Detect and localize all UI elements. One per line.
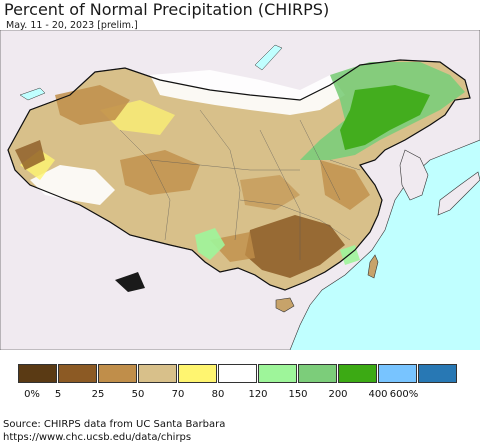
legend-swatch xyxy=(58,364,97,383)
legend-swatch xyxy=(338,364,377,383)
japan-islands xyxy=(437,171,480,216)
taiwan-island xyxy=(367,254,379,279)
legend-label: 400 xyxy=(368,389,388,400)
legend-swatch xyxy=(98,364,137,383)
wet-area-southwest xyxy=(195,228,225,260)
lake-baikal xyxy=(254,44,283,71)
legend-label: 150 xyxy=(288,389,308,400)
legend-label: 5 xyxy=(54,389,62,400)
legend-label: 600% xyxy=(389,389,419,400)
legend-swatch xyxy=(378,364,417,383)
legend-swatch xyxy=(178,364,217,383)
normal-area-north xyxy=(150,70,345,115)
precipitation-map xyxy=(0,30,480,350)
legend-label: 80 xyxy=(211,389,225,400)
source-url: https://www.chc.ucsb.edu/data/chirps xyxy=(3,432,192,443)
dry-patch-west xyxy=(20,150,55,180)
legend-label: 50 xyxy=(131,389,145,400)
legend-swatch xyxy=(138,364,177,383)
legend-label: 200 xyxy=(328,389,348,400)
legend-swatch xyxy=(18,364,57,383)
legend-label: 120 xyxy=(248,389,268,400)
very-dry-xinjiang xyxy=(55,85,130,125)
legend-swatch xyxy=(298,364,337,383)
source-credit: Source: CHIRPS data from UC Santa Barbar… xyxy=(3,419,226,430)
legend-label: 25 xyxy=(91,389,105,400)
dry-central xyxy=(240,175,300,210)
map-title: Percent of Normal Precipitation (CHIRPS) xyxy=(4,0,330,19)
province-lines xyxy=(119,109,361,260)
legend-swatch xyxy=(258,364,297,383)
legend-swatch xyxy=(418,364,457,383)
map-subtitle: May. 11 - 20, 2023 [prelim.] xyxy=(6,20,138,31)
very-wet-northeast xyxy=(340,85,430,150)
very-dry-south xyxy=(245,215,345,278)
korea-peninsula xyxy=(399,149,429,201)
very-dry-bangladesh xyxy=(115,272,145,292)
legend-swatch xyxy=(218,364,257,383)
legend-label: 0% xyxy=(24,389,40,400)
normal-area-xinjiang xyxy=(30,165,115,205)
lake-balkhash xyxy=(19,87,46,101)
dry-east xyxy=(320,160,370,210)
legend-label: 70 xyxy=(171,389,185,400)
very-dry-west xyxy=(15,140,45,170)
very-dry-tibet xyxy=(120,150,200,195)
hainan-island xyxy=(275,297,295,313)
china-border xyxy=(7,59,471,291)
